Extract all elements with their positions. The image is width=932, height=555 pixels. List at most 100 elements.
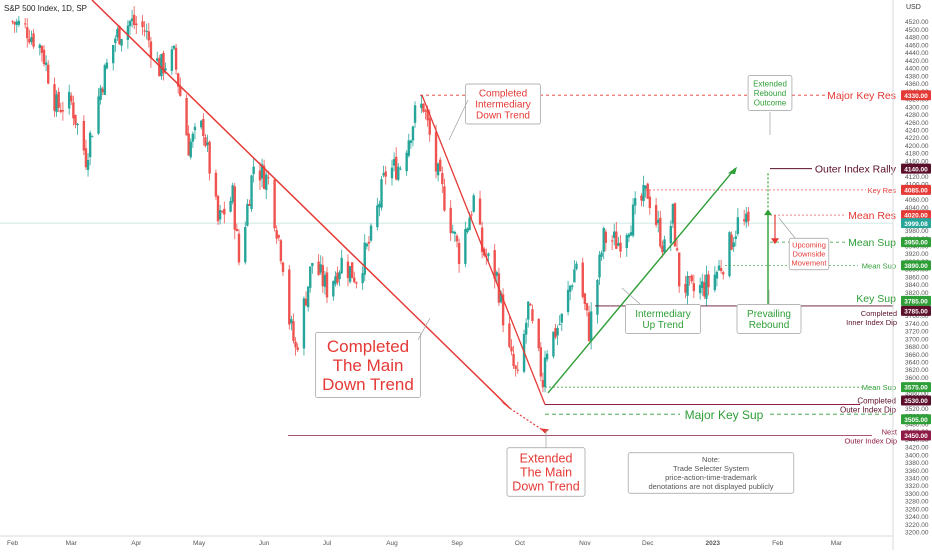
callout-note-text: denotations are not displayed publicly xyxy=(648,482,773,491)
callout-completed-main-text: The Main xyxy=(333,356,404,375)
candle-body xyxy=(216,195,220,222)
completed-inner-label-1: Completed xyxy=(861,309,897,318)
candle-body xyxy=(61,110,65,112)
candle-body xyxy=(598,254,601,278)
candle-body xyxy=(321,265,325,287)
y-tick-label: 4040.00 xyxy=(905,205,929,212)
callout-completed-main-leader xyxy=(417,317,431,341)
key-res-label: Key Res xyxy=(868,186,897,195)
price-tag xyxy=(901,210,931,221)
candle-body xyxy=(642,185,645,202)
x-tick-label: Mar xyxy=(831,540,843,547)
y-tick-label: 4300.00 xyxy=(905,104,929,111)
y-tick-label: 3620.00 xyxy=(905,367,929,374)
candle-body xyxy=(156,58,159,61)
intermediary-uptrend-line xyxy=(547,168,736,394)
candle-body xyxy=(568,285,572,292)
level-lines: Major Key Res Outer Index Rally Key Res Mea… xyxy=(288,90,898,445)
candle-body xyxy=(619,242,622,252)
candle-body xyxy=(208,141,211,174)
candle-body xyxy=(229,200,232,212)
candle-body xyxy=(323,274,327,287)
candle-body xyxy=(13,21,16,25)
candle-body xyxy=(717,265,721,271)
candle-body xyxy=(581,262,584,297)
y-tick-label: 4460.00 xyxy=(905,42,929,49)
candle-body xyxy=(671,204,675,224)
price-tag-label: 3950.00 xyxy=(904,240,928,247)
callout-completed-main-text: Completed xyxy=(327,337,409,356)
candle-body xyxy=(436,163,440,176)
y-tick-label: 3200.00 xyxy=(905,530,929,537)
candle-body xyxy=(221,211,224,213)
callout-extended-rebound-box xyxy=(747,75,793,111)
candle-body xyxy=(88,132,92,158)
candle-body xyxy=(541,380,545,388)
y-tick-label: 4480.00 xyxy=(905,35,929,42)
candle-body xyxy=(673,203,677,247)
callout-completed-intermediary-text: Completed xyxy=(479,89,527,100)
price-tag xyxy=(901,218,931,229)
price-tag-label: 3530.00 xyxy=(904,398,928,405)
candle-body xyxy=(426,108,429,121)
callout-intermediary-up-leader xyxy=(621,287,641,305)
mean-res-label: Mean Res xyxy=(848,210,896,222)
y-tick-label: 4240.00 xyxy=(905,128,929,135)
candle-body xyxy=(206,142,209,146)
y-tick-label: 3280.00 xyxy=(905,499,929,506)
x-tick-label: Mar xyxy=(66,540,78,547)
y-tick-label: 3380.00 xyxy=(905,460,929,467)
candle-body xyxy=(334,276,337,285)
candle-body xyxy=(644,185,647,189)
candle-body xyxy=(82,120,86,151)
candle-body xyxy=(531,309,534,321)
x-tick-label: Jun xyxy=(259,540,270,547)
next-label-2: Outer Index Dip xyxy=(844,436,897,445)
candle-body xyxy=(629,232,633,236)
candle-body xyxy=(422,103,425,112)
candle-body xyxy=(250,175,253,210)
candles xyxy=(11,6,750,393)
candle-body xyxy=(252,166,255,175)
price-tag-label: 3575.00 xyxy=(904,385,928,392)
candle-body xyxy=(715,271,719,279)
major-key-sup-label: Major Key Sup xyxy=(685,408,764,422)
candle-body xyxy=(589,311,593,341)
candle-body xyxy=(267,177,270,179)
candle-body xyxy=(669,225,672,244)
candle-body xyxy=(118,26,121,45)
candle-body xyxy=(617,243,620,246)
y-tick-label: 3840.00 xyxy=(905,282,929,289)
x-tick-label: Sep xyxy=(451,540,463,547)
candle-body xyxy=(411,126,415,141)
candle-body xyxy=(487,253,490,256)
price-tag-label: 4085.00 xyxy=(904,188,928,195)
y-tick-label: 4220.00 xyxy=(905,135,929,142)
candle-body xyxy=(610,240,614,242)
callout-extended-main-text: The Main xyxy=(520,465,572,479)
candle-body xyxy=(604,231,608,243)
candle-body xyxy=(120,39,123,46)
candle-body xyxy=(596,279,599,315)
y-tick-label: 4500.00 xyxy=(905,27,929,34)
candle-body xyxy=(583,293,587,304)
candle-body xyxy=(235,228,239,232)
candle-body xyxy=(26,27,29,39)
price-axis: 3200.003220.003240.003260.003280.003300.… xyxy=(892,0,929,550)
candle-body xyxy=(558,323,561,325)
candle-body xyxy=(53,84,56,111)
candle-body xyxy=(179,86,182,96)
candle-body xyxy=(23,23,27,25)
candle-body xyxy=(244,227,247,263)
candle-body xyxy=(663,239,666,253)
candle-body xyxy=(57,91,60,108)
candle-body xyxy=(409,140,413,144)
y-tick-label: 4440.00 xyxy=(905,50,929,57)
main-downtrend-arrow xyxy=(500,400,510,409)
candle-body xyxy=(722,272,725,275)
candle-body xyxy=(705,274,708,299)
candle-body xyxy=(470,214,473,216)
candle-body xyxy=(44,62,48,65)
